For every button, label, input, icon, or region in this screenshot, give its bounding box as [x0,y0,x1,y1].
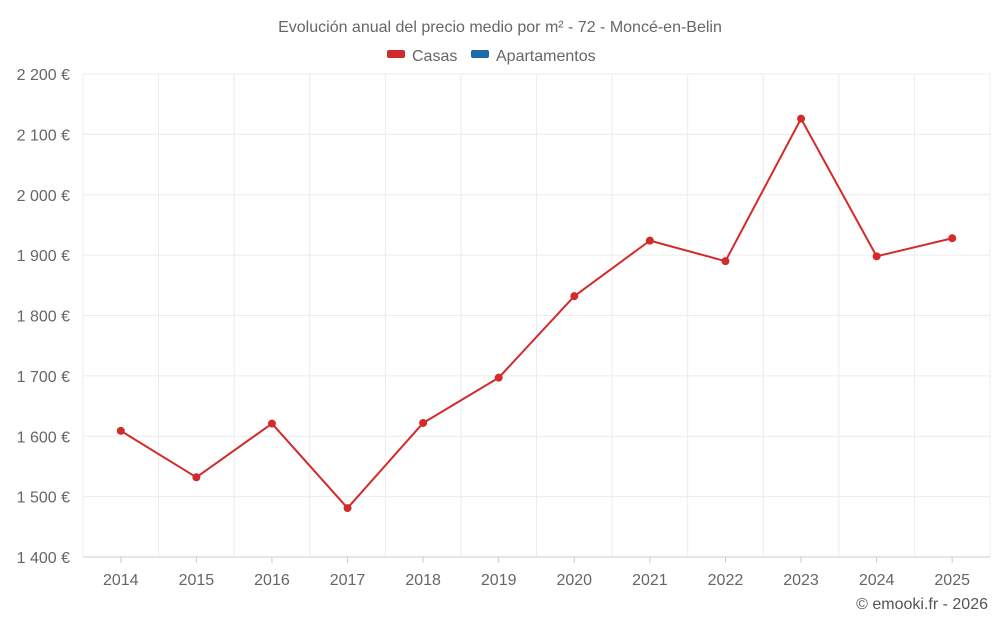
data-point-casas-2015[interactable] [192,473,201,482]
x-tick-label: 2019 [481,572,517,589]
y-tick-label: 2 200 € [17,67,70,84]
legend-label-casas[interactable]: Casas [412,48,457,65]
y-tick-label: 1 900 € [17,248,70,265]
x-tick-label: 2017 [330,572,366,589]
series-casas [116,114,957,513]
legend-label-apartamentos[interactable]: Apartamentos [496,48,596,65]
data-point-casas-2019[interactable] [494,373,503,382]
series-line-casas [120,117,953,510]
grid [82,73,991,558]
x-tick-label: 2022 [708,572,744,589]
data-point-casas-2017[interactable] [343,504,352,513]
y-tick-label: 1 500 € [17,490,70,507]
data-point-casas-2016[interactable] [267,419,276,428]
credit-text: © emooki.fr - 2026 [856,596,988,613]
y-tick-label: 1 800 € [17,309,70,326]
data-point-casas-2022[interactable] [721,257,730,266]
y-tick-label: 1 700 € [17,369,70,386]
x-tick-label: 2014 [103,572,139,589]
data-point-casas-2024[interactable] [872,252,881,261]
y-tick-label: 2 000 € [17,188,70,205]
x-tick-label: 2025 [934,572,970,589]
y-axis: 1 400 € 1 500 € 1 600 € 1 700 € 1 800 € 1 900… [17,67,70,567]
x-axis: 2014 2015 2016 2017 2018 2019 2020 2021 2022 2023… [103,557,970,589]
x-tick-label: 2023 [783,572,819,589]
x-tick-label: 2016 [254,572,290,589]
x-tick-label: 2024 [859,572,895,589]
legend-swatch-apartamentos[interactable] [471,50,489,58]
y-tick-label: 1 400 € [17,550,70,567]
data-point-casas-2023[interactable] [797,114,806,123]
legend: Casas Apartamentos [387,48,596,65]
data-point-casas-2018[interactable] [419,418,428,427]
x-tick-label: 2018 [405,572,441,589]
legend-swatch-casas[interactable] [387,50,405,58]
data-point-casas-2021[interactable] [645,236,654,245]
data-point-casas-2014[interactable] [116,426,125,435]
x-tick-label: 2020 [556,572,592,589]
chart-title: Evolución anual del precio medio por m² … [278,19,722,36]
y-tick-label: 1 600 € [17,429,70,446]
data-point-casas-2020[interactable] [570,292,579,301]
x-tick-label: 2015 [179,572,215,589]
data-point-casas-2025[interactable] [948,234,957,243]
x-tick-label: 2021 [632,572,668,589]
y-tick-label: 2 100 € [17,127,70,144]
